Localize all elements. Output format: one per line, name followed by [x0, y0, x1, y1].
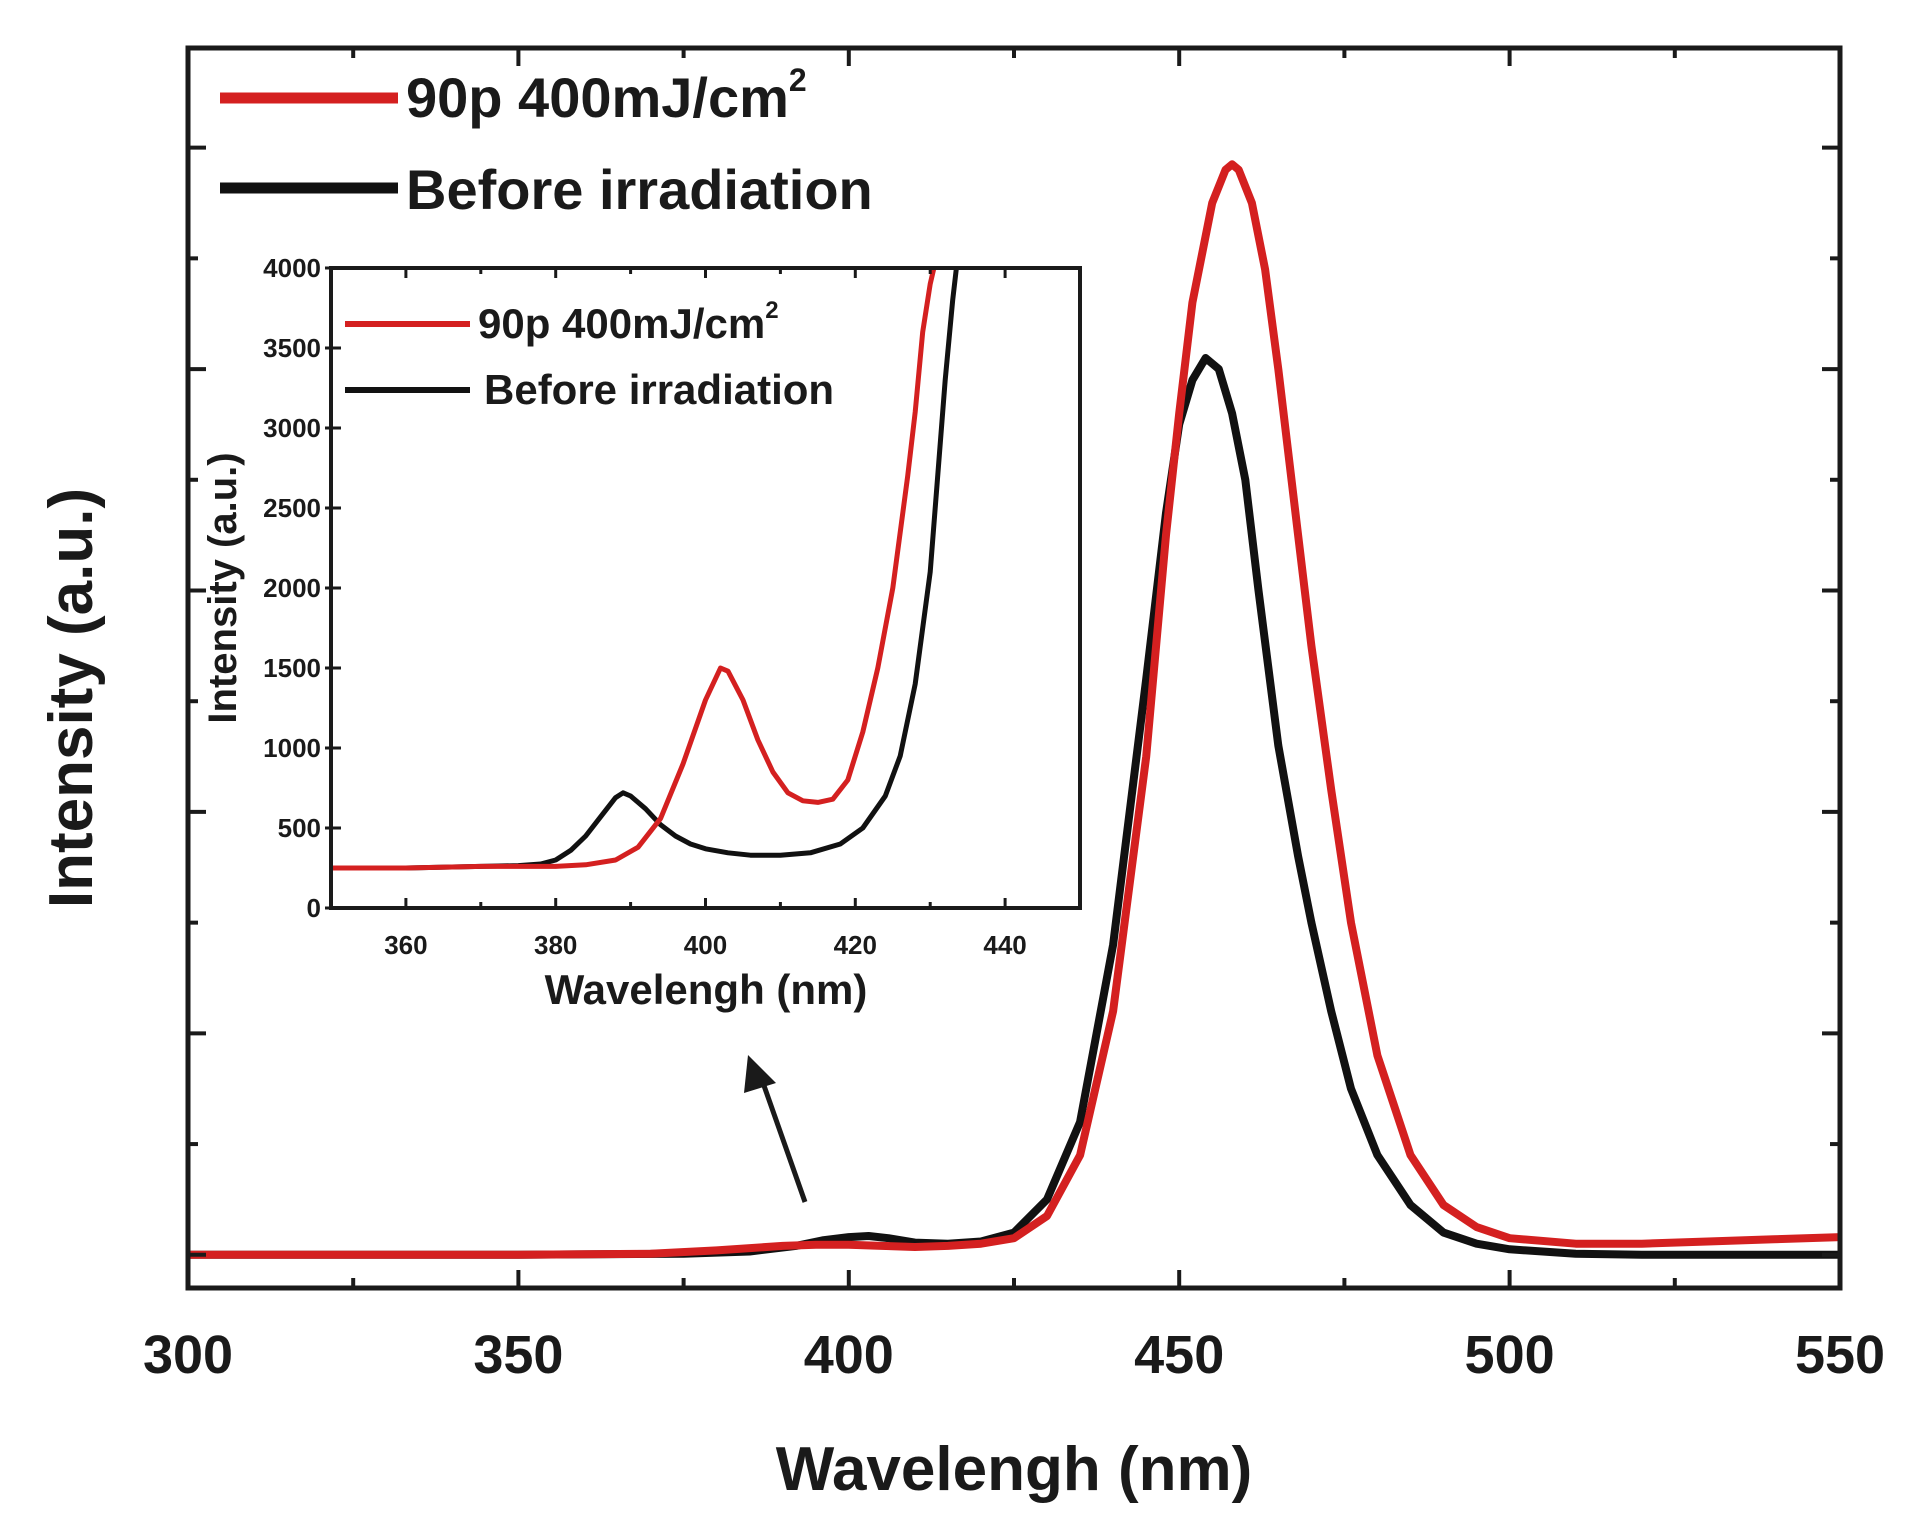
inset-y-axis-label: Intensity (a.u.) [201, 452, 245, 723]
inset-series-90p-400mj-cm2 [331, 268, 937, 871]
inset-x-tick-label: 360 [384, 930, 427, 960]
inset-pointer-arrow-head [744, 1055, 776, 1093]
main-legend-label-before: Before irradiation [406, 158, 873, 221]
inset-legend-label-irradiated-main: 90p 400mJ/cm [478, 300, 765, 347]
inset-x-axis-label: Wavelengh (nm) [545, 966, 868, 1013]
inset-series-before-irradiation [331, 268, 959, 871]
main-x-axis-label: Wavelengh (nm) [776, 1435, 1253, 1504]
inset-legend-label-irradiated: 90p 400mJ/cm2 [478, 297, 779, 347]
inset-y-tick-label: 1500 [263, 653, 321, 683]
main-legend-label-irradiated-main: 90p 400mJ/cm [406, 66, 789, 129]
inset-y-tick-labels: 0 500 1000 1500 2000 2500 3000 3500 4000 [263, 253, 321, 923]
inset-series-lines [331, 268, 959, 871]
inset-x-tick-label: 380 [534, 930, 577, 960]
main-series-90p-400mj-cm2 [188, 160, 1840, 1259]
inset-legend-label-irradiated-sup: 2 [765, 297, 778, 324]
inset-ticks [325, 266, 1082, 910]
inset-y-tick-label: 2000 [263, 573, 321, 603]
main-x-tick-label: 450 [1134, 1325, 1224, 1385]
main-legend: 90p 400mJ/cm2 Before irradiation [220, 62, 873, 221]
main-x-tick-label: 350 [473, 1325, 563, 1385]
inset-pointer-arrow-shaft [759, 1079, 808, 1203]
main-legend-label-irradiated: 90p 400mJ/cm2 [406, 62, 807, 129]
inset-legend: 90p 400mJ/cm2 Before irradiation [345, 297, 834, 413]
main-legend-label-irradiated-sup: 2 [789, 62, 807, 98]
main-x-tick-labels: 300 350 400 450 500 550 [143, 1325, 1885, 1385]
main-series-before-irradiation [188, 354, 1840, 1259]
main-y-axis-label: Intensity (a.u.) [37, 488, 106, 908]
inset-legend-label-before: Before irradiation [484, 366, 834, 413]
inset-x-tick-label: 440 [983, 930, 1026, 960]
inset-y-tick-label: 0 [307, 893, 321, 923]
main-chart: 300 350 400 450 500 550 Wavelengh (nm) Intens… [37, 45, 1885, 1504]
main-series-lines [188, 160, 1840, 1259]
inset-y-tick-label: 500 [278, 813, 321, 843]
inset-x-tick-labels: 360 380 400 420 440 [384, 930, 1027, 960]
inset-y-tick-label: 4000 [263, 253, 321, 283]
inset-background [331, 268, 1080, 908]
inset-x-tick-label: 400 [684, 930, 727, 960]
inset-pointer-arrow [744, 1055, 808, 1203]
main-ticks [186, 48, 1842, 1288]
inset-y-tick-label: 3500 [263, 333, 321, 363]
inset-y-tick-label: 3000 [263, 413, 321, 443]
inset-x-tick-label: 420 [834, 930, 877, 960]
inset-y-tick-label: 2500 [263, 493, 321, 523]
main-x-tick-label: 550 [1795, 1325, 1885, 1385]
main-x-tick-label: 500 [1465, 1325, 1555, 1385]
main-x-tick-label: 400 [804, 1325, 894, 1385]
inset-y-tick-label: 1000 [263, 733, 321, 763]
main-x-tick-label: 300 [143, 1325, 233, 1385]
inset-chart: 360 380 400 420 440 0 500 1000 1500 2000 2500 3000… [201, 253, 1082, 1013]
